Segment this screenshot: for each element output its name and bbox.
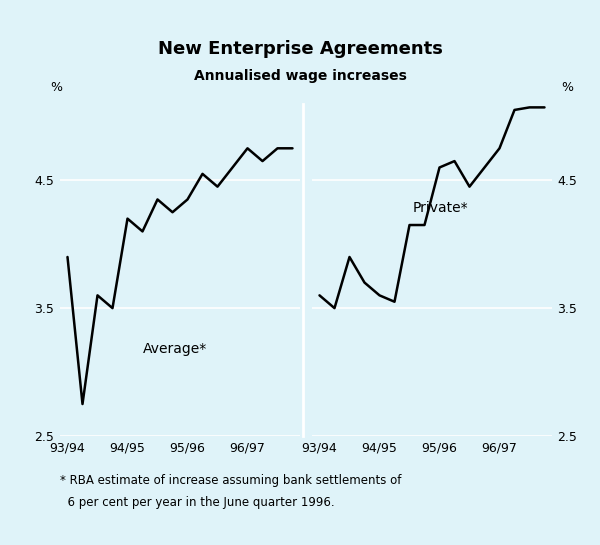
Text: Annualised wage increases: Annualised wage increases [194, 69, 406, 83]
Text: Private*: Private* [413, 201, 468, 215]
Text: * RBA estimate of increase assuming bank settlements of: * RBA estimate of increase assuming bank… [60, 474, 401, 487]
Text: 6 per cent per year in the June quarter 1996.: 6 per cent per year in the June quarter … [60, 496, 335, 509]
Text: %: % [50, 81, 62, 94]
Text: Average*: Average* [143, 342, 207, 356]
Text: %: % [562, 81, 574, 94]
Text: New Enterprise Agreements: New Enterprise Agreements [158, 40, 442, 58]
